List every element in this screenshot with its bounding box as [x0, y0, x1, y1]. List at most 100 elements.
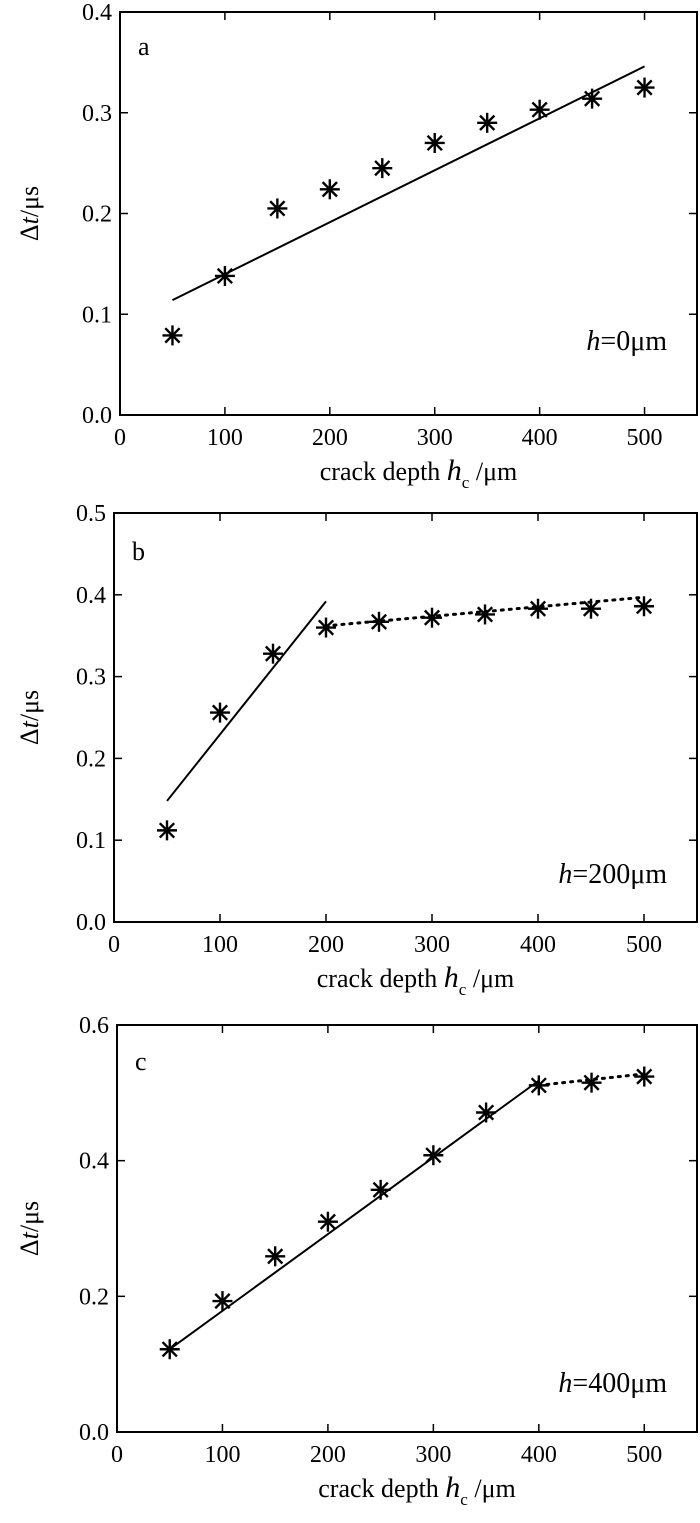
data-point-marker — [162, 325, 183, 346]
x-tick-label: 100 — [202, 932, 238, 958]
data-point-marker — [372, 158, 393, 179]
data-point-marker — [316, 617, 336, 638]
condition-annotation: h=400μm — [558, 1368, 667, 1399]
marker-stroke — [269, 200, 286, 217]
x-tick-label: 100 — [207, 425, 243, 451]
y-axis-label: Δt/μs — [15, 1201, 44, 1256]
data-point-marker — [581, 598, 601, 619]
marker-stroke — [370, 613, 388, 630]
fit-line — [172, 65, 645, 302]
data-point-marker — [528, 598, 548, 619]
data-point-marker — [157, 820, 177, 841]
marker-stroke — [374, 160, 391, 177]
y-axis-label: Δt/μs — [15, 186, 44, 241]
data-point-marker — [159, 1339, 180, 1360]
data-point-marker — [477, 112, 498, 133]
x-tick-label: 400 — [520, 932, 556, 958]
x-tick-label: 0 — [114, 425, 126, 451]
marker-stroke — [267, 1248, 284, 1265]
x-tick-label: 300 — [415, 1442, 451, 1468]
data-point-marker — [424, 132, 445, 153]
marker-stroke — [478, 1104, 495, 1121]
data-point-marker — [476, 1102, 497, 1123]
condition-annotation: h=200μm — [558, 859, 667, 890]
data-point-marker — [263, 643, 283, 664]
y-axis-label: Δt/μs — [15, 690, 44, 745]
y-tick-label: 0.1 — [82, 302, 112, 328]
marker-stroke — [264, 645, 282, 662]
x-tick-label: 500 — [627, 425, 663, 451]
chart-panel-a: 0 100 200 300 400 500 0.0 0.1 0.2 0.3 0.4 Δt/μs crac… — [15, 0, 698, 492]
marker-stroke — [583, 1074, 600, 1091]
marker-stroke — [636, 1068, 653, 1085]
panel-letter: b — [132, 537, 145, 566]
data-point-marker — [422, 607, 442, 628]
data-point-marker — [369, 611, 389, 632]
x-tick-label: 0 — [108, 932, 120, 958]
y-tick-label: 0.4 — [76, 583, 106, 609]
data-point-marker — [634, 77, 655, 98]
data-point-marker — [475, 604, 495, 625]
y-tick-label: 0.0 — [82, 403, 112, 429]
fit-line — [169, 1079, 540, 1351]
marker-stroke — [531, 101, 548, 118]
marker-stroke — [372, 1181, 389, 1198]
y-tick-label: 0.3 — [76, 665, 106, 691]
marker-stroke — [636, 79, 653, 96]
y-tick-label: 0.0 — [76, 910, 106, 936]
data-point-marker — [634, 596, 654, 617]
panel-letter: a — [138, 32, 150, 61]
x-tick-label: 400 — [521, 1442, 557, 1468]
marker-stroke — [635, 598, 653, 615]
fit-line — [166, 600, 327, 802]
y-tick-label: 0.5 — [76, 501, 106, 527]
data-point-marker — [265, 1246, 286, 1267]
marker-stroke — [161, 1341, 178, 1358]
data-point-marker — [529, 99, 550, 120]
panel-letter: c — [135, 1047, 147, 1076]
data-point-marker — [634, 1066, 655, 1087]
data-point-marker — [210, 702, 230, 723]
x-tick-label: 300 — [414, 932, 450, 958]
marker-stroke — [584, 90, 601, 107]
dotted-trend-line — [537, 1072, 646, 1087]
chart-panel-b: 0 100 200 300 400 500 0.0 0.1 0.2 0.3 0.4 0.5 Δt/μs c… — [15, 501, 698, 999]
marker-stroke — [529, 600, 547, 617]
marker-stroke — [164, 327, 181, 344]
data-point-marker — [267, 198, 288, 219]
condition-annotation: h=0μm — [586, 326, 667, 357]
data-point-marker — [319, 179, 340, 200]
x-tick-label: 200 — [312, 425, 348, 451]
marker-stroke — [317, 619, 335, 636]
marker-stroke — [476, 606, 494, 623]
y-tick-label: 0.2 — [79, 1284, 109, 1310]
x-axis-label: crack depth hc /μm — [318, 1471, 515, 1509]
marker-stroke — [423, 609, 441, 626]
x-tick-label: 500 — [626, 1442, 662, 1468]
marker-stroke — [479, 114, 496, 131]
plot-frame — [116, 1024, 698, 1433]
marker-stroke — [426, 134, 443, 152]
plot-frame — [113, 512, 698, 923]
x-tick-label: 400 — [522, 425, 558, 451]
data-point-marker — [214, 265, 235, 286]
data-point-marker — [528, 1075, 549, 1096]
marker-stroke — [158, 822, 176, 839]
x-tick-label: 300 — [417, 425, 453, 451]
y-tick-label: 0.2 — [82, 202, 112, 228]
marker-stroke — [425, 1147, 442, 1164]
x-tick-label: 200 — [310, 1442, 346, 1468]
data-point-marker — [582, 88, 603, 109]
y-tick-label: 0.4 — [79, 1149, 109, 1175]
x-axis-label: crack depth hc /μm — [317, 961, 514, 999]
data-point-marker — [370, 1179, 391, 1200]
x-axis-label: crack depth hc /μm — [320, 454, 517, 492]
x-tick-label: 0 — [111, 1442, 123, 1468]
marker-stroke — [582, 600, 600, 617]
x-tick-label: 500 — [626, 932, 662, 958]
marker-stroke — [319, 1213, 336, 1230]
y-tick-label: 0.2 — [76, 746, 106, 772]
data-point-marker — [581, 1072, 602, 1093]
data-point-marker — [423, 1145, 444, 1166]
